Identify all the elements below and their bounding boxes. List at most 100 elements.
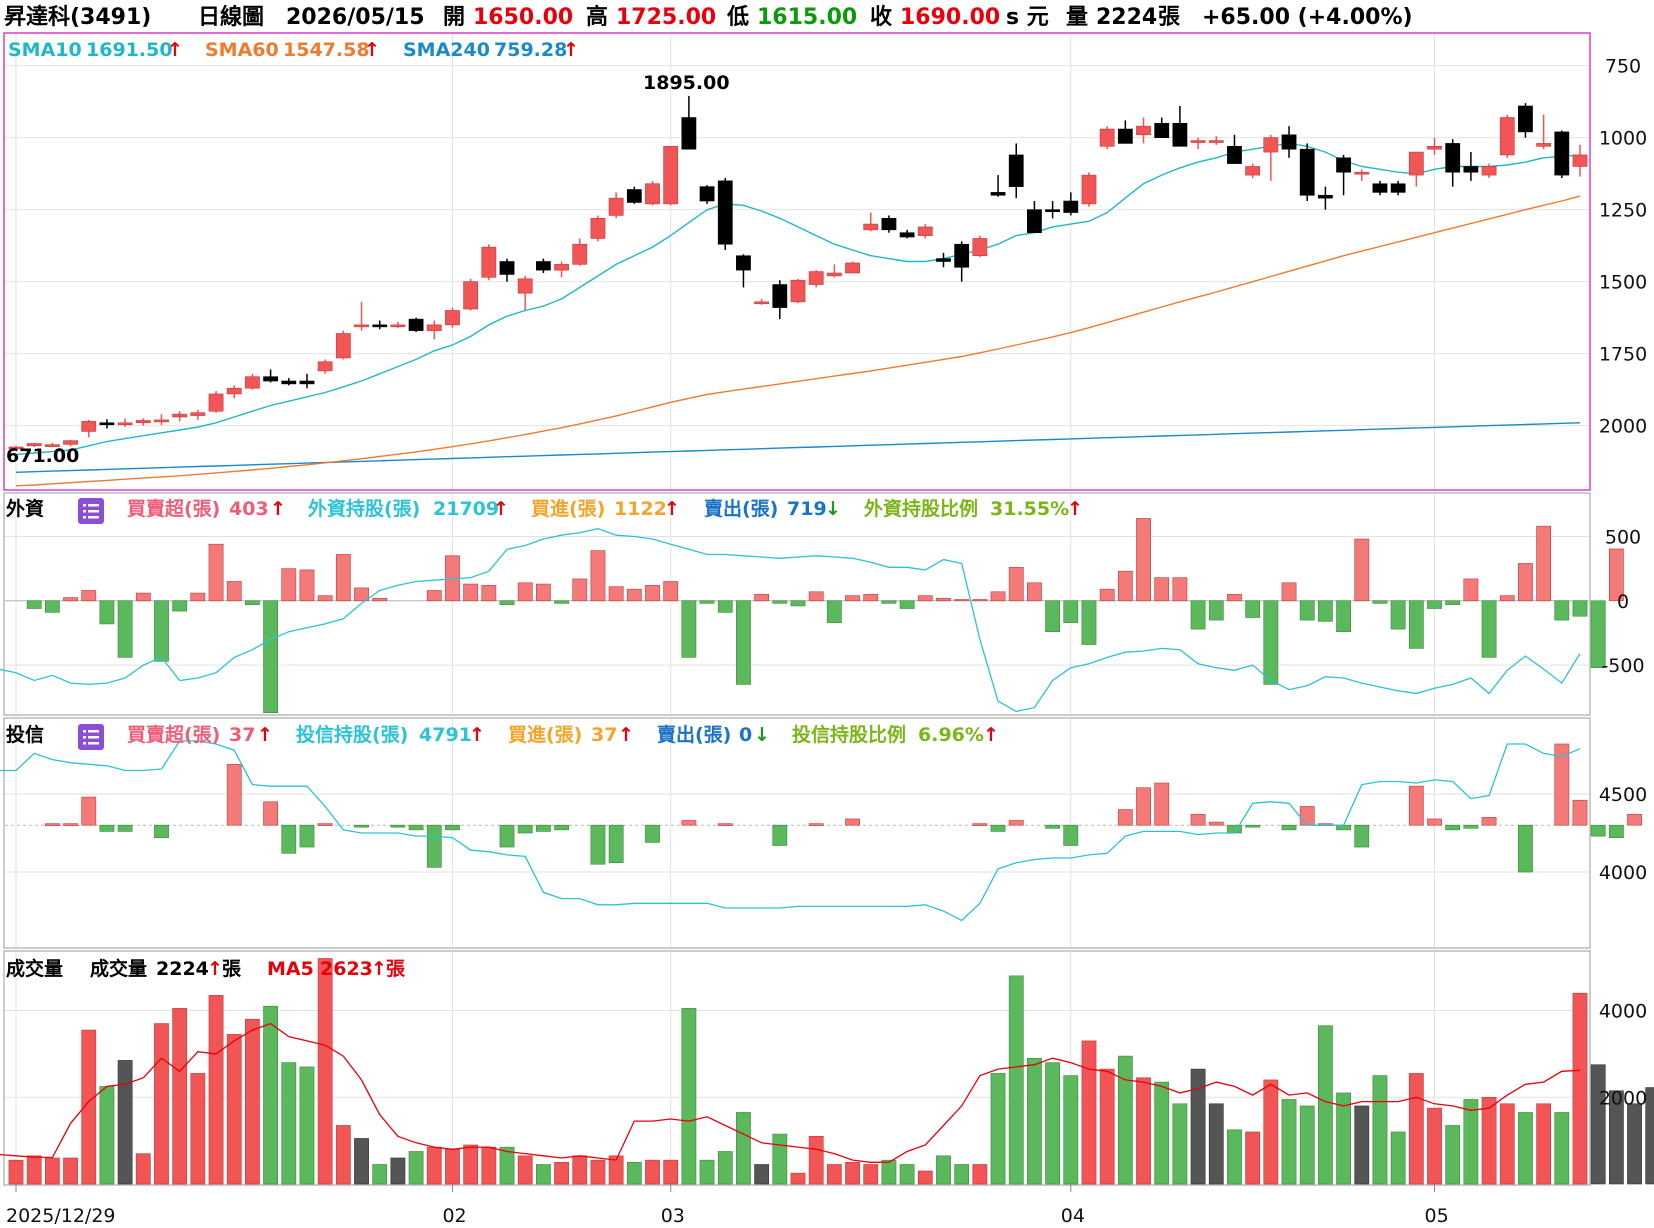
x-tick-label: 02 [442, 1205, 466, 1227]
trust-net-bar [499, 824, 515, 848]
volume-bar [736, 1112, 751, 1185]
trust-net-bar [1299, 806, 1315, 826]
foreign-net-bar [1518, 563, 1533, 602]
low-value: 1615.00 [757, 5, 857, 30]
y-tick-label: 4000 [1599, 1001, 1647, 1023]
volume-bar [354, 1138, 369, 1185]
ma5-legend-label: MA5 [267, 958, 314, 980]
candle-body [1281, 134, 1297, 150]
foreign-net-bar [754, 594, 770, 602]
volume-bar [990, 1073, 1006, 1185]
foreign-net-bar [481, 585, 497, 602]
foreign-net-bar [790, 600, 806, 607]
candle-body [463, 281, 479, 310]
candle-body [8, 446, 24, 450]
trust-net-bar [44, 823, 60, 826]
foreign-net-bar [936, 597, 951, 602]
volume-bar [917, 1170, 933, 1185]
trust-net-bar [1463, 824, 1479, 829]
volume-bar [899, 1164, 915, 1185]
sma60-arrow: ↑ [364, 39, 380, 61]
volume-bar [226, 1034, 242, 1185]
grid-lines [5, 34, 1589, 1184]
foreign-net-bar [372, 597, 388, 602]
volume-bar [554, 1162, 569, 1185]
volume-bar [772, 1133, 788, 1185]
volume-bar [335, 1125, 351, 1185]
trust-plot [0, 740, 1642, 922]
candle-body [681, 117, 697, 150]
x-tick-label: 05 [1425, 1205, 1449, 1227]
volume-bar [681, 1008, 697, 1185]
volume-bar [1063, 1075, 1079, 1185]
trust-net-bar [81, 796, 97, 826]
candle-body [299, 380, 315, 385]
volume-bar [1608, 1090, 1624, 1185]
candle-body [626, 189, 642, 203]
ma5-line [0, 1022, 1581, 1163]
candle-body [172, 413, 188, 418]
candle-body [881, 218, 897, 231]
foreign-net-bar [681, 600, 697, 658]
candle-body [645, 183, 660, 205]
trust-holding-value: 4791 [419, 724, 472, 746]
trust-ratio-value: 6.96% [918, 724, 984, 746]
volume-value: 2224 [1096, 5, 1157, 30]
volume-bar [317, 958, 333, 1185]
foreign-panel-frame [3, 492, 1591, 716]
volume-legend-value: 2224 [156, 958, 209, 980]
foreign-net-bar [1027, 582, 1042, 602]
foreign-net-bar [1045, 600, 1060, 632]
price-panel-frame [3, 32, 1591, 491]
candle-body [26, 443, 42, 447]
foreign-net-bar [536, 583, 551, 602]
list-icon[interactable] [78, 724, 104, 750]
candle-body [154, 419, 169, 423]
candle-body [790, 279, 806, 303]
open-value: 1650.00 [473, 5, 573, 30]
foreign-net-bar [863, 594, 879, 602]
volume-bar [1518, 1112, 1533, 1185]
x-tick-label: 04 [1061, 1205, 1085, 1227]
candle-body [1499, 117, 1515, 156]
trust-net-bar [226, 763, 242, 826]
list-icon[interactable] [78, 498, 104, 524]
y-tick-label: 1500 [1599, 272, 1647, 294]
trust-buy-arrow: ↑ [618, 724, 634, 746]
foreign-net-bar [663, 581, 679, 602]
volume-bar [1299, 1105, 1315, 1185]
volume-panel-frame [3, 950, 1591, 1186]
foreign-ratio-value: 31.55% [990, 498, 1069, 520]
volume-bar [663, 1159, 679, 1185]
price-min-label: 671.00 [6, 445, 79, 467]
volume-bar [826, 1164, 842, 1185]
foreign-net-bar [1336, 600, 1351, 632]
candle-body [1099, 128, 1115, 147]
candle-body [736, 255, 751, 271]
foreign-net-bar [1554, 600, 1570, 621]
y-tick-label: 1250 [1599, 200, 1647, 222]
foreign-net-bar [44, 600, 60, 613]
foreign-net-bar [917, 595, 933, 602]
candle-body [1463, 166, 1479, 173]
foreign-net-bar [1390, 600, 1406, 630]
trust-sell-label: 賣出(張) [657, 723, 731, 746]
sma240-legend-value: 759.28 [494, 39, 567, 61]
high-value: 1725.00 [616, 5, 716, 30]
y-tick-label: 1000 [1599, 128, 1647, 150]
foreign-buy-arrow: ↑ [664, 498, 680, 520]
volume-legend-unit: 張 [222, 958, 242, 980]
volume-bar [1590, 1064, 1606, 1185]
volume-bar [26, 1155, 42, 1185]
volume-bar [99, 1086, 115, 1185]
foreign-net-bar [1318, 600, 1333, 622]
candle-body [754, 301, 770, 305]
foreign-sell-arrow: ↓ [825, 498, 841, 520]
volume-bar [1081, 1040, 1097, 1185]
trust-legend: 投信 買賣超(張) 37 ↑ 投信持股(張) 4791 ↑ 買進(張) 37 ↑… [6, 723, 999, 750]
foreign-net-bar [1608, 548, 1624, 602]
foreign-title: 外資 [6, 497, 44, 520]
x-tick-label: 2025/12/29 [6, 1205, 116, 1227]
volume-bar [299, 1066, 315, 1185]
header-bar: 昇達科(3491) 日線圖 2026/05/15 開 1650.00 高 172… [4, 4, 1413, 30]
